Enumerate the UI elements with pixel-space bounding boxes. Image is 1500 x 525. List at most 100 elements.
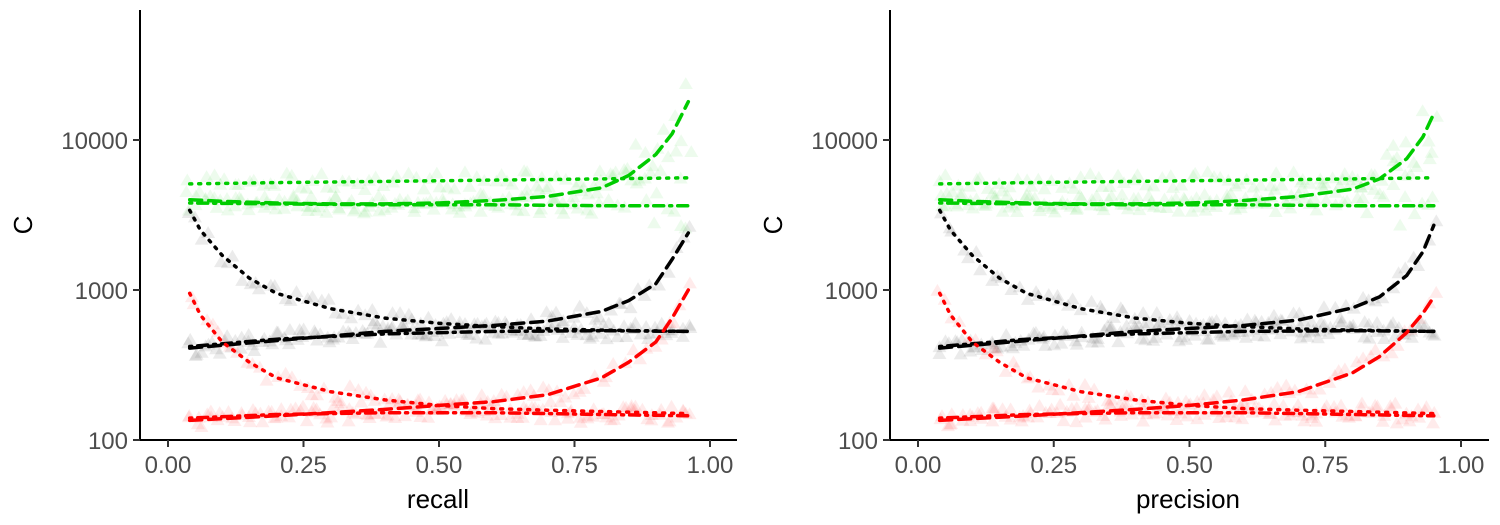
data-point [491, 326, 506, 339]
data-point [1078, 410, 1093, 423]
data-point [1055, 325, 1070, 337]
data-point [1286, 306, 1301, 319]
data-point [577, 381, 592, 394]
data-point [999, 328, 1014, 340]
y-tick-label: 100 [838, 428, 878, 455]
data-point [1368, 398, 1383, 411]
data-point [358, 308, 373, 321]
data-point [1172, 334, 1187, 347]
data-point [954, 333, 969, 345]
data-point [1425, 190, 1440, 203]
data-point [516, 204, 531, 217]
data-point [935, 199, 950, 212]
data-point [251, 282, 266, 295]
data-point [1395, 327, 1410, 340]
data-point [1026, 326, 1041, 339]
data-point [1209, 389, 1224, 402]
data-point [1044, 402, 1059, 415]
x-tick-label: 0.00 [895, 452, 942, 479]
data-point [190, 417, 205, 430]
data-point [603, 167, 618, 179]
data-point [1163, 169, 1178, 182]
data-point [488, 411, 503, 424]
data-point [579, 328, 594, 341]
data-point [969, 172, 984, 185]
data-point [1426, 416, 1441, 429]
series-line [187, 176, 691, 186]
data-point [669, 144, 684, 157]
data-point [413, 410, 428, 423]
data-point [1216, 329, 1231, 342]
data-point [1104, 320, 1119, 333]
data-point [605, 168, 620, 181]
data-point [1273, 327, 1288, 340]
data-point [397, 409, 412, 422]
data-point [584, 206, 599, 219]
data-point [1158, 391, 1173, 404]
data-point [1004, 339, 1019, 352]
data-point [1032, 398, 1047, 411]
data-point [1429, 109, 1444, 122]
data-point [462, 180, 477, 192]
data-point [189, 347, 204, 360]
data-point [570, 201, 585, 214]
data-point [1162, 318, 1177, 330]
data-point [309, 402, 324, 415]
data-point [234, 330, 249, 343]
data-point [1103, 399, 1118, 411]
data-point [1064, 401, 1079, 414]
data-point [371, 406, 386, 419]
data-point [1166, 180, 1181, 193]
series-line [187, 291, 691, 416]
data-point [1047, 338, 1062, 351]
series-line [937, 410, 1436, 420]
data-point [572, 299, 587, 312]
data-point [213, 255, 228, 268]
data-point [268, 202, 283, 215]
data-point [293, 378, 308, 391]
data-point [581, 187, 596, 200]
data-point [312, 200, 327, 213]
data-point [570, 327, 585, 340]
data-point [207, 168, 222, 181]
x-axis-title: precision [1136, 484, 1240, 514]
data-point [225, 249, 240, 262]
data-point [1343, 176, 1358, 189]
data-point [1346, 318, 1361, 331]
data-point [516, 385, 531, 398]
data-point [1221, 385, 1236, 398]
data-point [619, 330, 634, 343]
data-point [659, 328, 674, 341]
data-point [1270, 380, 1285, 393]
data-point [1410, 319, 1425, 332]
data-point [342, 174, 357, 187]
data-point [235, 273, 250, 286]
data-point [319, 205, 334, 218]
data-point [257, 190, 272, 203]
data-point [344, 311, 359, 324]
data-point [309, 203, 324, 216]
data-point [1134, 331, 1149, 344]
data-point [1081, 391, 1096, 403]
data-point [444, 202, 459, 215]
data-point [1050, 288, 1065, 301]
data-point [661, 150, 676, 163]
data-point [314, 293, 329, 306]
data-point [469, 331, 484, 344]
data-point [278, 366, 293, 379]
data-point [640, 412, 655, 425]
data-point [519, 183, 534, 196]
data-point [1424, 145, 1439, 158]
data-point [407, 204, 422, 217]
data-point [246, 173, 261, 186]
data-point [1212, 401, 1227, 414]
data-point [416, 182, 431, 195]
data-point [418, 329, 433, 342]
data-point [1240, 312, 1255, 325]
data-point [379, 409, 394, 422]
data-point [370, 319, 385, 331]
data-point [985, 274, 1000, 286]
data-point [1047, 205, 1062, 218]
data-point [1119, 389, 1134, 402]
